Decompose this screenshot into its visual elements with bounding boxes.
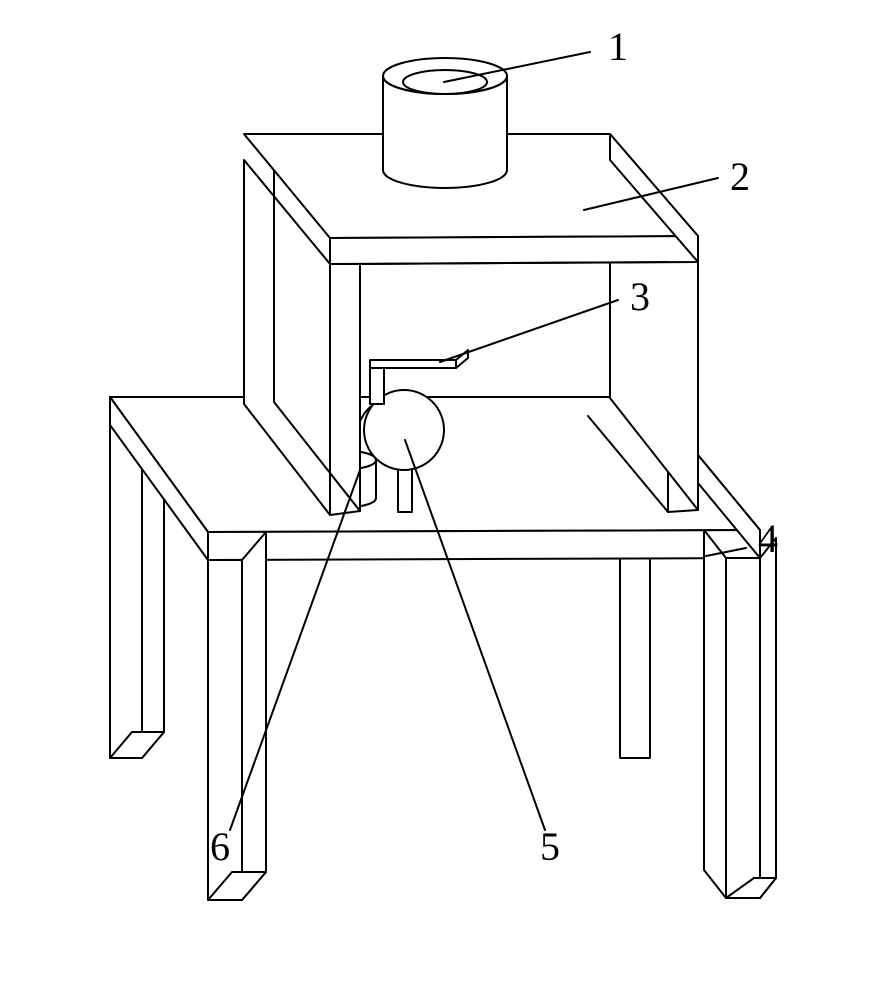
label-5: 5: [540, 824, 560, 869]
label-4: 4: [758, 516, 778, 561]
diagram-svg: 1 2 3 4 5 6: [0, 0, 878, 1000]
label-2: 2: [730, 154, 750, 199]
label-3: 3: [630, 274, 650, 319]
label-1: 1: [608, 24, 628, 69]
label-6: 6: [210, 824, 230, 869]
